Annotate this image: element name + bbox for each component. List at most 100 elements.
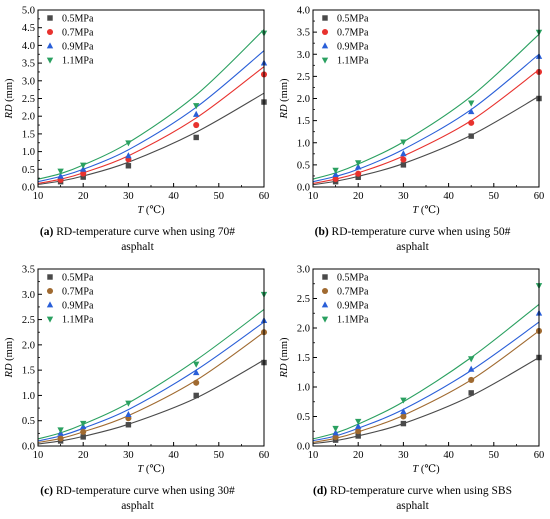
x-tick-label-1: 20 xyxy=(353,450,364,461)
data-point-s2-3 xyxy=(193,110,200,117)
y-axis-label: RD (mm) xyxy=(279,78,290,119)
legend-marker-2 xyxy=(321,301,329,308)
y-tick-label-8: 4.0 xyxy=(297,6,310,17)
legend-marker-1 xyxy=(321,28,329,36)
data-point-s2-2 xyxy=(400,150,407,157)
legend-marker-0 xyxy=(322,274,328,280)
legend-marker-0 xyxy=(47,274,53,280)
y-tick-label-2: 1.0 xyxy=(22,147,35,158)
data-point-s2-1 xyxy=(355,163,362,170)
x-tick-label-2: 30 xyxy=(123,191,134,202)
x-axis-label: T (℃) xyxy=(412,464,440,475)
data-point-s0-3 xyxy=(193,392,199,399)
data-point-s1-1 xyxy=(80,428,87,435)
chart-b: 10 20 30 40 50 60 0.0 0.5 1.0 1.5 2.0 2.5 3.0 3.5 4.0 T… xyxy=(279,6,545,217)
data-point-s3-3 xyxy=(193,361,200,368)
y-tick-label-2: 1.0 xyxy=(22,391,35,402)
data-point-s3-2 xyxy=(125,400,132,407)
legend-label-3: 1.1MPa xyxy=(337,56,369,67)
data-point-s0-1 xyxy=(355,433,361,439)
caption-text-a: RD-temperature curve when using 70# xyxy=(53,226,236,238)
data-point-s1-3 xyxy=(468,119,475,126)
data-point-s2-3 xyxy=(468,365,475,372)
data-point-s1-0 xyxy=(332,175,339,183)
data-point-s0-1 xyxy=(80,174,86,180)
y-tick-label-3: 1.5 xyxy=(297,353,310,364)
y-tick-label-1: 0.5 xyxy=(297,412,310,423)
data-point-s1-2 xyxy=(400,413,407,420)
y-tick-label-3: 1.5 xyxy=(297,116,310,127)
y-tick-label-3: 1.5 xyxy=(22,129,35,140)
x-tick-label-5: 60 xyxy=(259,450,270,461)
data-point-s0-3 xyxy=(468,390,474,396)
data-point-s2-3 xyxy=(193,368,200,376)
legend-marker-3 xyxy=(46,57,54,64)
x-tick-label-2: 30 xyxy=(123,450,134,461)
fit-curve-0 xyxy=(37,359,265,445)
x-tick-label-5: 60 xyxy=(534,450,545,461)
caption-letter-d: (d) xyxy=(313,485,328,497)
y-tick-label-0: 0.0 xyxy=(22,183,35,194)
caption-line2-c: asphalt xyxy=(121,500,154,512)
data-point-s1-2 xyxy=(400,156,407,163)
caption-line2-d: asphalt xyxy=(396,500,429,512)
legend-label-0: 0.5MPa xyxy=(337,14,369,25)
chart-panel-d: 10 20 30 40 50 60 0.0 0.5 1.0 1.5 2.0 2.5 3.0 T (℃) RD… xyxy=(275,259,550,518)
y-tick-label-1: 0.5 xyxy=(22,416,35,427)
data-point-s2-0 xyxy=(332,429,339,436)
x-axis-label: T (℃) xyxy=(137,205,165,216)
chart-c: 10 20 30 40 50 60 0.0 0.5 1.0 1.5 2.0 2.5 3.0 3.5 T (℃… xyxy=(4,265,270,476)
x-tick-label-4: 50 xyxy=(489,450,500,461)
data-point-s3-2 xyxy=(400,397,407,404)
caption-a: (a) RD-temperature curve when using 70# … xyxy=(0,225,275,255)
x-tick-label-3: 40 xyxy=(443,450,454,461)
data-point-s0-2 xyxy=(125,422,132,428)
chart-a: 10 20 30 40 50 60 0.0 0.5 1.0 1.5 2.0 2.5 3.0 3.5 4.0 4… xyxy=(4,6,269,217)
data-point-s1-3 xyxy=(468,376,475,383)
data-point-s2-2 xyxy=(400,408,407,415)
legend-label-2: 0.9MPa xyxy=(62,42,94,53)
fit-curve-1 xyxy=(37,331,265,444)
data-point-s3-1 xyxy=(355,160,362,167)
caption-line2-a: asphalt xyxy=(121,241,154,253)
x-tick-label-5: 60 xyxy=(534,191,545,202)
caption-c: (c) RD-temperature curve when using 30# … xyxy=(0,484,275,514)
data-point-s2-1 xyxy=(355,422,362,429)
caption-d: (d) RD-temperature curve when using SBS … xyxy=(275,484,550,514)
caption-letter-a: (a) xyxy=(39,226,54,238)
data-point-s3-3 xyxy=(468,356,475,363)
data-point-s3-0 xyxy=(332,167,339,174)
y-tick-label-4: 2.0 xyxy=(297,94,310,105)
legend-marker-3 xyxy=(321,57,329,64)
x-tick-label-0: 10 xyxy=(33,450,44,461)
data-point-s3-1 xyxy=(355,418,362,425)
legend-label-3: 1.1MPa xyxy=(62,315,94,326)
legend-label-2: 0.9MPa xyxy=(62,301,94,312)
y-tick-label-1: 0.5 xyxy=(297,160,310,171)
data-point-s0-3 xyxy=(193,134,199,141)
data-point-s0-1 xyxy=(355,174,361,180)
y-tick-label-0: 0.0 xyxy=(297,183,310,194)
legend-marker-2 xyxy=(46,301,54,308)
y-tick-label-6: 3.0 xyxy=(22,290,35,301)
y-tick-label-5: 2.5 xyxy=(297,72,310,83)
y-tick-label-3: 1.5 xyxy=(22,366,35,377)
x-tick-label-3: 40 xyxy=(443,191,454,202)
legend-marker-0 xyxy=(47,15,53,21)
y-tick-label-7: 3.5 xyxy=(22,59,35,70)
legend-label-3: 1.1MPa xyxy=(62,56,94,67)
caption-b: (b) RD-temperature curve when using 50# … xyxy=(275,225,550,255)
caption-letter-c: (c) xyxy=(40,485,54,497)
y-tick-label-9: 4.5 xyxy=(22,23,35,34)
data-point-s3-0 xyxy=(332,425,339,432)
legend-label-2: 0.9MPa xyxy=(337,42,369,53)
fit-curve-1 xyxy=(312,330,540,444)
y-tick-label-4: 2.0 xyxy=(22,112,35,123)
fit-curve-2 xyxy=(312,321,540,442)
x-tick-label-4: 50 xyxy=(214,191,225,202)
x-axis-label: T (℃) xyxy=(137,464,165,475)
fit-curve-0 xyxy=(312,95,540,186)
data-point-s2-0 xyxy=(332,170,339,178)
data-point-s0-2 xyxy=(125,163,132,169)
y-tick-label-4: 2.0 xyxy=(297,324,310,335)
